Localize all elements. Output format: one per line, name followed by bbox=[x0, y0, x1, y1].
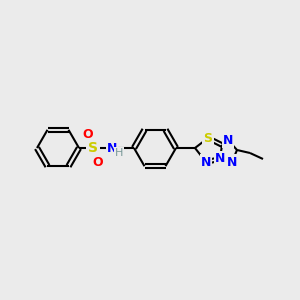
Text: H: H bbox=[115, 148, 123, 158]
Text: N: N bbox=[215, 152, 225, 166]
Text: O: O bbox=[83, 128, 93, 140]
Text: S: S bbox=[203, 131, 212, 145]
Text: N: N bbox=[223, 134, 233, 146]
Text: S: S bbox=[88, 141, 98, 155]
Text: O: O bbox=[93, 155, 103, 169]
Text: N: N bbox=[227, 155, 237, 169]
Text: N: N bbox=[201, 155, 211, 169]
Text: N: N bbox=[107, 142, 117, 154]
